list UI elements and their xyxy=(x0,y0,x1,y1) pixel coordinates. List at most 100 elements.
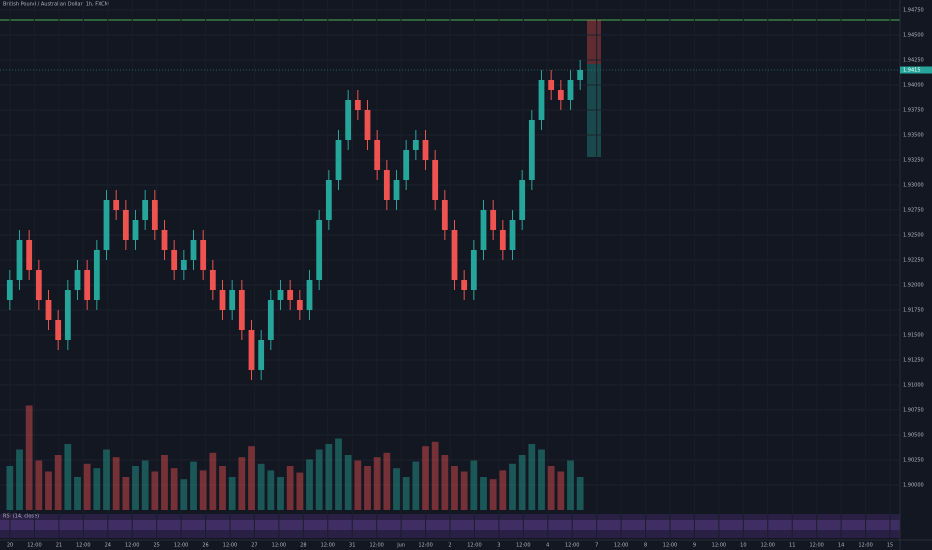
candle-body xyxy=(296,300,303,310)
candle-body xyxy=(55,320,62,340)
volume-bar xyxy=(277,477,284,510)
volume-bar xyxy=(103,449,110,510)
x-tick-label: 12:00 xyxy=(467,543,481,549)
stop-zone xyxy=(587,20,601,64)
y-tick-label: 1.93250 xyxy=(903,158,924,164)
volume-bar xyxy=(480,477,487,510)
volume-bar xyxy=(64,444,72,510)
candle-body xyxy=(374,140,381,170)
x-tick-label: 12:00 xyxy=(614,543,628,549)
candle-body xyxy=(548,80,555,90)
volume-bar xyxy=(306,459,313,510)
x-tick-label: 25 xyxy=(153,543,159,549)
volume-bar xyxy=(170,468,178,510)
volume-bar xyxy=(122,477,130,510)
volume-bar xyxy=(257,463,265,510)
volume-bar xyxy=(315,449,323,510)
x-tick-label: 12:00 xyxy=(663,543,677,549)
volume-bar xyxy=(112,457,120,510)
y-tick-label: 1.94250 xyxy=(903,58,924,64)
marks xyxy=(6,60,584,510)
x-tick-label: 12:00 xyxy=(76,543,90,549)
volume-bar xyxy=(460,471,468,510)
candle-body xyxy=(258,340,265,370)
x-tick-label: 12:00 xyxy=(858,543,872,549)
candle-body xyxy=(6,280,13,300)
x-tick-label: 14 xyxy=(838,543,844,549)
candle-body xyxy=(461,280,468,290)
x-tick-label: 7 xyxy=(595,543,598,549)
volume-bar xyxy=(509,463,516,510)
x-tick-label: 12:00 xyxy=(223,543,237,549)
candle-body xyxy=(364,110,371,140)
candle-body xyxy=(132,220,139,240)
volume-bar xyxy=(83,463,91,510)
candle-body xyxy=(93,250,100,300)
candle-body xyxy=(490,210,497,230)
candle-body xyxy=(403,150,410,180)
volume-bar xyxy=(402,477,410,510)
x-tick-label: Jun xyxy=(396,543,405,549)
x-tick-label: 31 xyxy=(349,543,355,549)
x-tick-label: 24 xyxy=(105,543,111,549)
y-tick-label: 1.92250 xyxy=(903,258,924,264)
candle-body xyxy=(229,290,236,310)
volume-bar xyxy=(422,446,429,510)
x-tick-label: 27 xyxy=(251,543,257,549)
candle-body xyxy=(45,300,52,320)
candle-body xyxy=(432,160,439,200)
volume-bar xyxy=(354,460,362,510)
candle-body xyxy=(113,200,120,210)
candle-body xyxy=(577,70,584,80)
candle-body xyxy=(383,170,390,200)
candle-body xyxy=(142,200,149,220)
x-tick-label: 10 xyxy=(740,543,746,549)
y-tick-label: 1.90250 xyxy=(903,458,924,464)
candle-body xyxy=(248,330,255,370)
candle-body xyxy=(16,240,23,280)
x-tick-label: 2 xyxy=(448,543,451,549)
volume-bar xyxy=(538,449,545,510)
volume-bar xyxy=(219,466,226,510)
volume-bar xyxy=(35,460,43,510)
volume-bar xyxy=(93,468,101,510)
x-tick-label: 12:00 xyxy=(761,543,775,549)
x-tick-label: 28 xyxy=(300,543,306,549)
candle-body xyxy=(74,270,81,290)
candle-body xyxy=(151,200,158,230)
candle-body xyxy=(277,290,284,300)
x-tick-label: 26 xyxy=(202,543,208,549)
volume-bar xyxy=(576,477,584,510)
volume-bar xyxy=(547,466,555,510)
candle-body xyxy=(84,270,91,300)
volume-bar xyxy=(151,471,159,510)
candle-body xyxy=(209,270,216,290)
candle-body xyxy=(306,280,313,310)
rsi-label: RSI (14, close) xyxy=(3,514,39,520)
volume-bar xyxy=(45,471,52,510)
candle-body xyxy=(354,100,361,110)
x-tick-label: 9 xyxy=(693,543,696,549)
volume-bar xyxy=(199,470,207,510)
y-tick-label: 1.90500 xyxy=(903,433,924,439)
x-tick-label: 12:00 xyxy=(516,543,530,549)
candle-body xyxy=(509,220,516,250)
y-tick-label: 1.91500 xyxy=(903,333,924,339)
volume-bar xyxy=(6,466,14,510)
volume-bar xyxy=(431,441,439,510)
x-tick-label: 12:00 xyxy=(321,543,335,549)
y-tick-label: 1.90750 xyxy=(903,408,924,414)
x-tick-label: 12:00 xyxy=(27,543,41,549)
candle-body xyxy=(519,180,526,220)
candle-body xyxy=(180,260,187,270)
candle-body xyxy=(451,230,458,280)
candle-body xyxy=(470,250,477,290)
x-tick-label: 4 xyxy=(546,543,549,549)
volume-bar xyxy=(228,477,236,510)
candle-body xyxy=(122,210,129,240)
volume-bar xyxy=(470,460,478,510)
y-tick-label: 1.92500 xyxy=(903,233,924,239)
candle-body xyxy=(267,300,274,340)
